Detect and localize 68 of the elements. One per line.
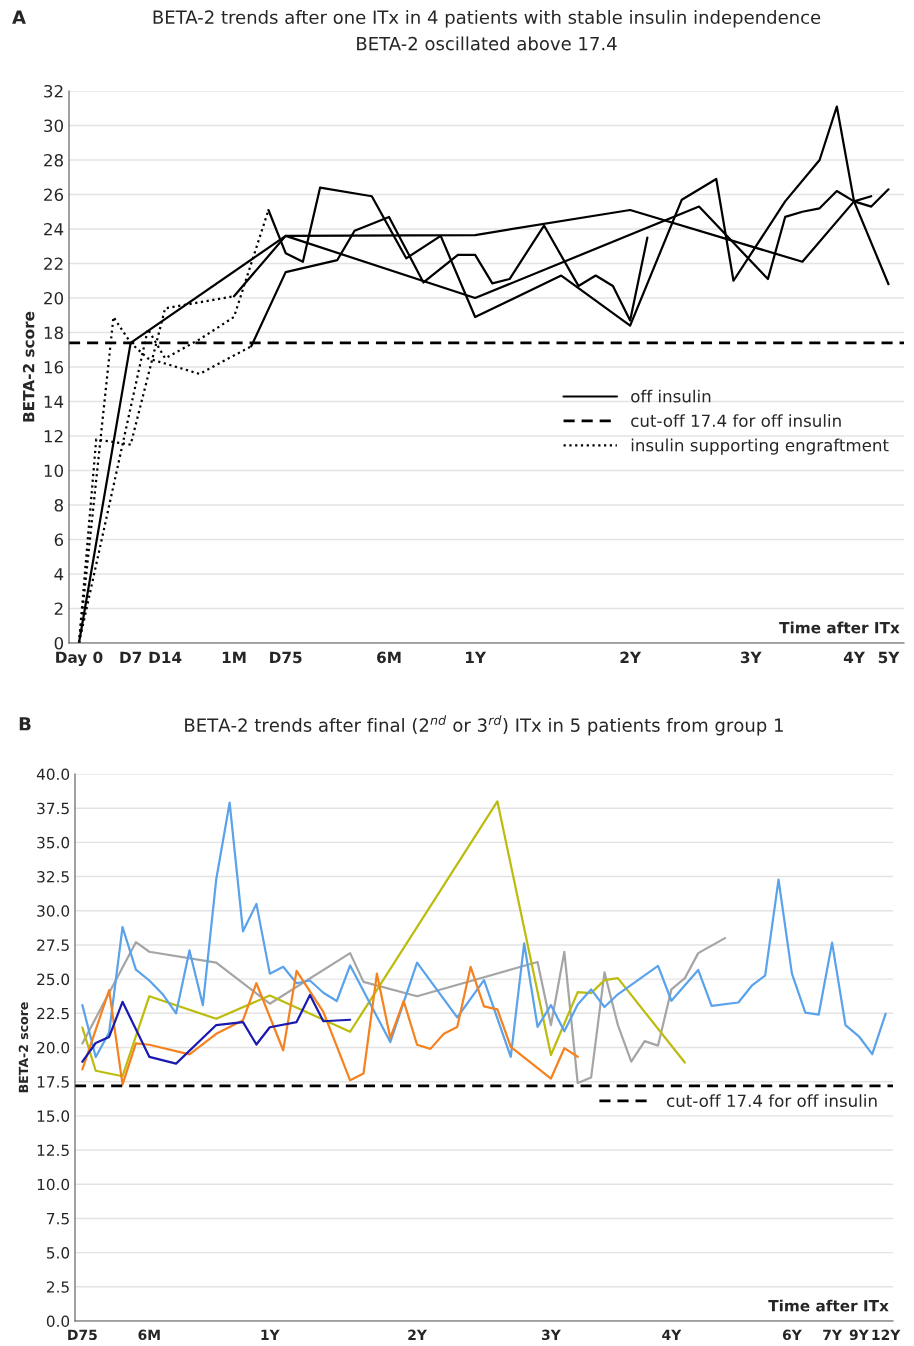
y-tick-label: 5.0 — [47, 1247, 70, 1259]
y-tick-label: 4 — [54, 568, 64, 581]
legend-label: cut-off 17.4 for off insulin — [631, 414, 841, 428]
y-tick-label: 7.5 — [47, 1213, 69, 1225]
x-tick-label: Day 0 — [56, 651, 103, 667]
x-tick-label: 5Y — [878, 651, 900, 664]
x-tick-label: 1Y — [261, 1329, 280, 1340]
y-tick-label: 12.5 — [37, 1144, 69, 1157]
x-tick-label: 4Y — [843, 651, 866, 663]
y-tick-label: 17.5 — [37, 1076, 69, 1088]
y-tick-label: 30 — [44, 119, 64, 133]
x-tick-label: 6M — [138, 1329, 160, 1341]
legend-label: off insulin — [631, 389, 711, 403]
y-tick-label: 8 — [54, 498, 63, 512]
x-tick-label: 1Y — [466, 651, 487, 663]
x-tick-label: D14 — [149, 651, 182, 663]
y-tick-label: 22.5 — [37, 1007, 69, 1020]
y-tick-label: 32.5 — [37, 871, 69, 883]
y-tick-label: 10 — [44, 464, 64, 478]
chart-subtitle: BETA-2 oscillated above 17.4 — [357, 36, 617, 51]
y-tick-label: 28 — [44, 153, 63, 167]
y-tick-label: 30.0 — [37, 905, 70, 917]
y-tick-label: 25.0 — [37, 973, 70, 986]
y-tick-label: 18 — [44, 326, 63, 340]
y-tick-label: 22 — [44, 257, 63, 270]
legend-label: insulin supporting engraftment — [631, 438, 889, 455]
x-tick-label: D7 — [120, 651, 142, 663]
x-axis-title: Time after ITx — [779, 621, 900, 634]
y-axis-title: BETA-2 score — [22, 311, 35, 422]
y-tick-label: 14 — [44, 395, 64, 408]
x-tick-label: 2Y — [620, 651, 642, 663]
y-tick-label: 0.0 — [46, 1315, 70, 1328]
x-tick-label: D75 — [68, 1329, 97, 1341]
y-tick-label: 12 — [44, 429, 63, 443]
y-tick-label: 0 — [54, 636, 64, 650]
x-tick-label: 9Y — [849, 1329, 869, 1341]
x-tick-label: 12Y — [872, 1329, 901, 1340]
y-tick-label: 27.5 — [37, 939, 69, 951]
x-tick-label: 7Y — [823, 1329, 843, 1340]
x-tick-label: 3Y — [740, 651, 762, 664]
chart-title: BETA-2 trends after final (2$^{nd}$ or 3$^{rd}$) ITx in 5 patients from group 1 — [185, 715, 783, 736]
x-tick-label: 2Y — [408, 1329, 428, 1340]
y-tick-label: 26 — [44, 188, 64, 202]
y-tick-label: 15.0 — [37, 1110, 70, 1122]
y-tick-label: 10.0 — [37, 1178, 70, 1191]
x-tick-label: 1M — [222, 651, 246, 663]
y-tick-label: 2 — [54, 602, 63, 615]
y-tick-label: 37.5 — [37, 802, 69, 815]
x-tick-label: 4Y — [662, 1329, 682, 1340]
y-tick-label: 2.5 — [46, 1281, 69, 1293]
y-tick-label: 6 — [54, 533, 64, 547]
chart-title: BETA-2 trends after one ITx in 4 patients with stable insulin independence — [153, 10, 821, 28]
legend-label: cut-off 17.4 for off insulin — [666, 1094, 877, 1108]
x-tick-label: D75 — [270, 651, 302, 664]
y-tick-label: 20.0 — [37, 1041, 70, 1054]
x-axis-title: Time after ITx — [768, 1299, 889, 1312]
y-tick-label: 40.0 — [36, 768, 70, 781]
text: B — [19, 717, 31, 731]
text: A — [12, 10, 26, 24]
y-tick-label: 24 — [44, 222, 64, 236]
x-tick-label: 3Y — [542, 1329, 561, 1341]
y-tick-label: 20 — [44, 291, 64, 305]
x-tick-label: 6M — [377, 651, 401, 664]
y-tick-label: 32 — [44, 84, 63, 98]
y-tick-label: 35.0 — [37, 836, 70, 849]
y-axis-title: BETA-2 score — [18, 1002, 29, 1093]
x-tick-label: 6Y — [782, 1329, 802, 1341]
y-tick-label: 16 — [44, 360, 64, 374]
